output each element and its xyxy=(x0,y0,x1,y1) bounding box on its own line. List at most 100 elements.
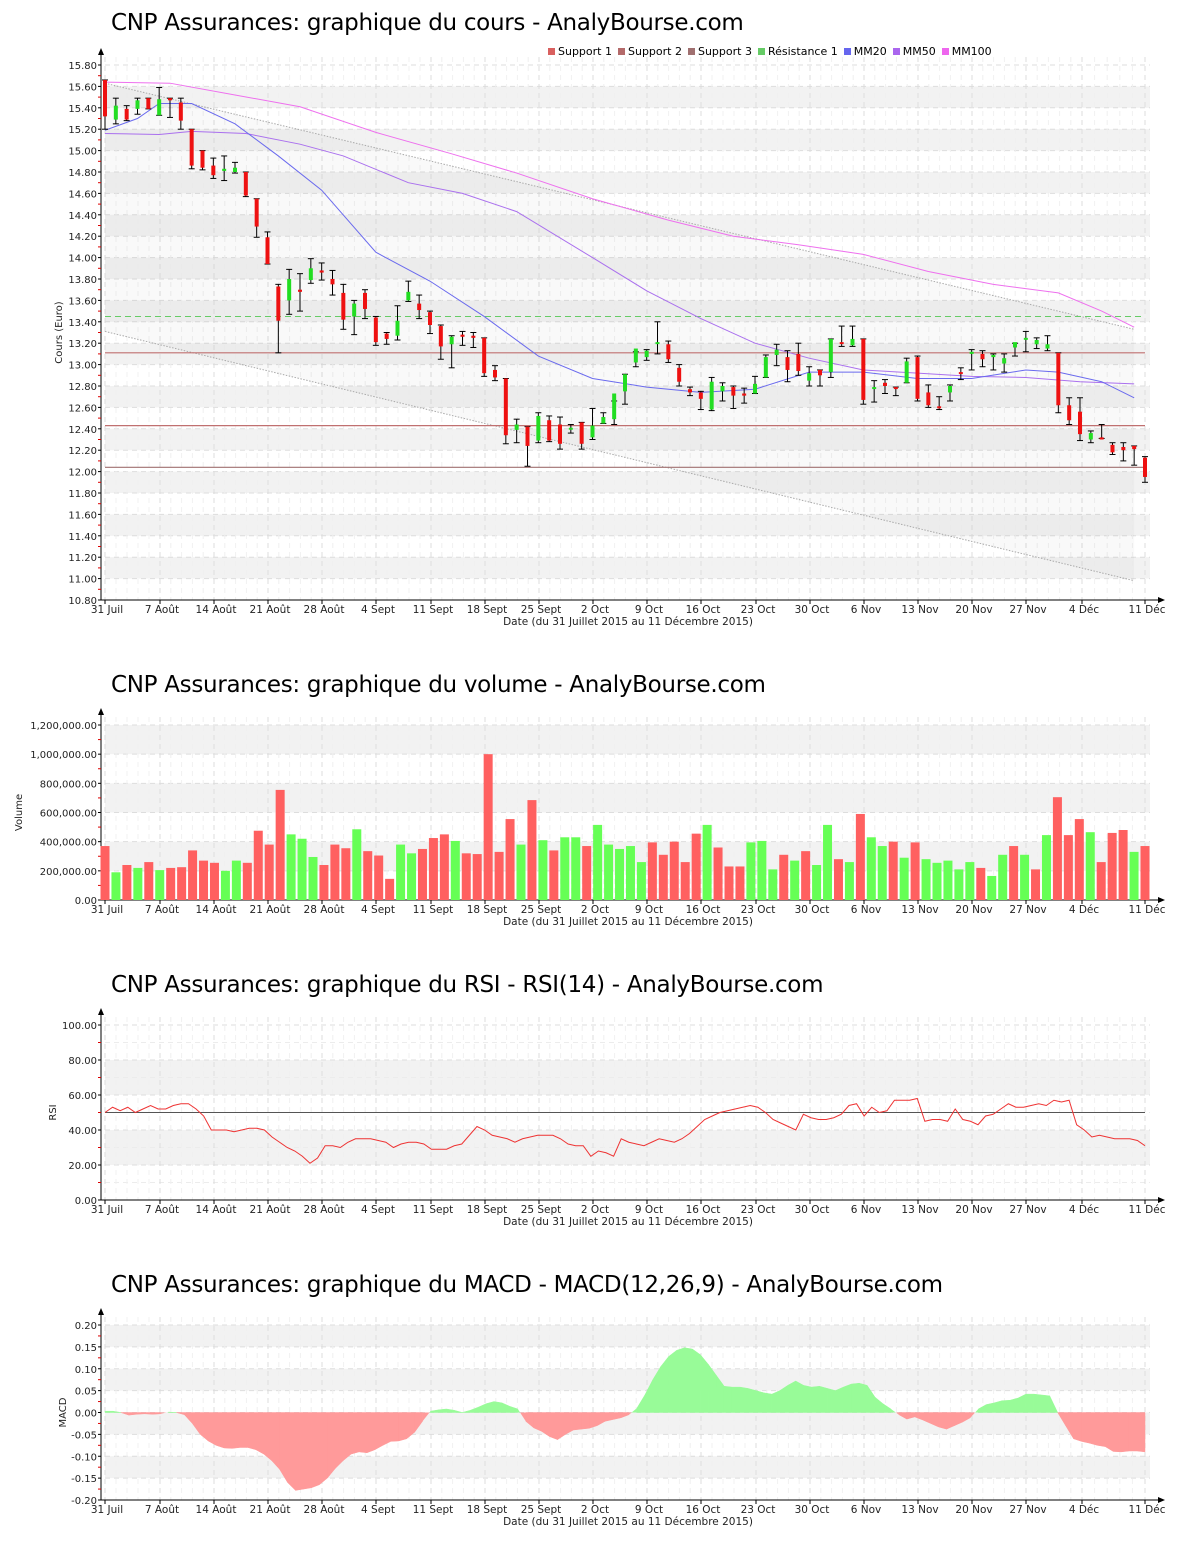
x-tick-label: 18 Sept xyxy=(467,1204,508,1216)
volume-bar xyxy=(768,869,778,900)
candle xyxy=(568,427,573,430)
volume-bar xyxy=(888,841,898,900)
rsi-line xyxy=(104,1097,1146,1164)
x-tick-label: 13 Nov xyxy=(901,604,938,616)
y-tick-label: 11.60 xyxy=(68,510,97,521)
volume-bar xyxy=(1096,862,1106,900)
x-tick-label: 20 Nov xyxy=(955,1504,992,1516)
y-tick-label: 14.20 xyxy=(68,232,97,243)
candle xyxy=(341,292,346,320)
y-axis-label: RSI xyxy=(48,1104,59,1120)
volume-bar xyxy=(385,878,395,900)
candle xyxy=(200,150,205,168)
volume-bar xyxy=(647,842,657,900)
x-tick-label: 9 Oct xyxy=(635,904,663,916)
volume-bar xyxy=(199,860,209,900)
y-tick-label: 200,000.00 xyxy=(40,867,97,878)
volume-bar xyxy=(1074,819,1084,900)
y-tick-label: 14.80 xyxy=(68,168,97,179)
y-tick-label: 800,000.00 xyxy=(40,779,97,790)
candle xyxy=(417,303,422,311)
volume-bar xyxy=(209,862,219,900)
y-tick-label: 40.00 xyxy=(68,1126,97,1137)
x-tick-label: 21 Août xyxy=(250,604,291,616)
volume-bar xyxy=(341,848,351,900)
x-tick-label: 9 Oct xyxy=(635,1204,663,1216)
y-tick-label: 15.60 xyxy=(68,82,97,93)
candle xyxy=(948,386,952,393)
price-chart-legend: Support 1 Support 2 Support 3 Résistance 1 M… xyxy=(548,45,994,58)
volume-bar xyxy=(713,847,723,900)
volume-bar xyxy=(396,844,406,900)
volume-bar xyxy=(253,830,263,900)
y-tick-label: 14.60 xyxy=(68,189,97,200)
legend-swatch-icon xyxy=(617,48,625,55)
candle xyxy=(406,291,411,301)
y-axis-label: Volume xyxy=(14,794,25,831)
y-tick-label: 12.20 xyxy=(68,446,97,457)
volume-bar xyxy=(735,866,745,900)
x-tick-label: 20 Nov xyxy=(955,1204,992,1216)
legend-swatch-icon xyxy=(941,48,949,55)
volume-bar xyxy=(801,851,811,900)
x-tick-label: 23 Oct xyxy=(741,904,776,916)
x-tick-label: 18 Sept xyxy=(467,904,508,916)
y-tick-label: 0.20 xyxy=(75,1321,97,1332)
legend-label: Support 2 xyxy=(627,45,682,58)
x-tick-label: 23 Oct xyxy=(741,1204,776,1216)
price-chart-title: CNP Assurances: graphique du cours - Ana… xyxy=(111,10,744,36)
volume-bar xyxy=(1107,832,1117,900)
y-tick-label: -0.05 xyxy=(71,1430,97,1441)
candle xyxy=(861,338,866,400)
x-tick-label: 20 Nov xyxy=(955,904,992,916)
volume-bar xyxy=(604,844,614,900)
x-tick-label: 21 Août xyxy=(250,1204,291,1216)
legend-item-mm50: MM50 xyxy=(892,45,936,58)
y-tick-label: 14.00 xyxy=(68,254,97,265)
volume-bar xyxy=(866,837,876,900)
macd-chart: -0.20 -0.15 -0.10 -0.05 0.00 0.05 0.10 0.15 0.20… xyxy=(58,1308,1166,1528)
candle xyxy=(969,351,974,354)
y-tick-label: 12.60 xyxy=(68,403,97,414)
candle xyxy=(991,354,996,358)
candle xyxy=(579,422,584,444)
volume-bar xyxy=(363,851,373,900)
volume-bar xyxy=(658,854,668,900)
volume-bar xyxy=(417,848,427,900)
x-tick-label: 28 Août xyxy=(304,904,345,916)
macd-chart-title: CNP Assurances: graphique du MACD - MACD… xyxy=(111,1272,943,1298)
x-tick-label: 23 Oct xyxy=(741,1504,776,1516)
legend-label: Support 3 xyxy=(697,45,752,58)
candle xyxy=(536,415,541,441)
x-tick-label: 13 Nov xyxy=(901,1504,938,1516)
candle xyxy=(308,268,313,281)
candle xyxy=(373,317,378,343)
y-tick-label: 0.15 xyxy=(75,1343,97,1354)
y-tick-label: 0.00 xyxy=(75,1196,97,1207)
candle xyxy=(1110,444,1115,453)
candle xyxy=(395,320,400,336)
y-tick-label: 1,000,000.00 xyxy=(30,750,97,761)
volume-bar xyxy=(779,854,789,900)
candle xyxy=(1132,445,1137,450)
x-tick-label: 16 Oct xyxy=(686,604,721,616)
candle xyxy=(1088,433,1093,440)
volume-bar xyxy=(560,837,570,900)
volume-bar xyxy=(297,838,307,900)
y-tick-label: 14.40 xyxy=(68,211,97,222)
candle xyxy=(623,374,627,392)
x-axis-label: Date (du 31 Juillet 2015 au 11 Décembre … xyxy=(503,916,753,928)
y-axis-label: MACD xyxy=(58,1397,69,1427)
volume-bar xyxy=(319,865,329,900)
legend-swatch-icon xyxy=(892,48,900,55)
candle xyxy=(558,424,562,444)
y-tick-label: 0.00 xyxy=(75,1409,97,1420)
candle xyxy=(265,237,270,265)
volume-bar xyxy=(680,862,690,900)
candle xyxy=(1121,446,1126,451)
x-tick-label: 27 Nov xyxy=(1009,904,1046,916)
x-tick-label: 30 Oct xyxy=(795,604,830,616)
x-tick-label: 27 Nov xyxy=(1009,1504,1046,1516)
legend-label: MM100 xyxy=(951,45,992,58)
